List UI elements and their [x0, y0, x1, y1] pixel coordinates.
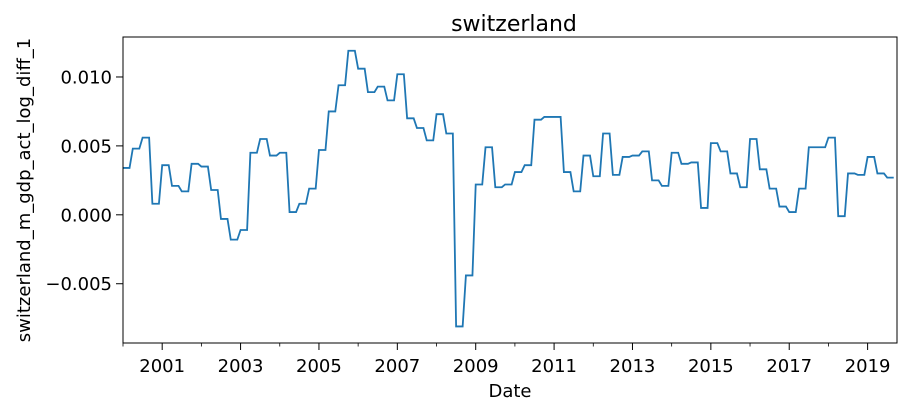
x-tick-label: 2019	[845, 356, 891, 377]
x-tick-label: 2003	[218, 356, 264, 377]
x-axis: 2001 2003 2005 2007 2009 2011 2013 2015 2017 2019	[122, 343, 891, 377]
y-axis-label: switzerland_m_gdp_act_log_diff_1	[14, 38, 35, 342]
plot-frame	[122, 36, 898, 344]
y-tick-label: 0.010	[60, 67, 112, 88]
series-line	[123, 49, 894, 328]
x-tick-label: 2005	[296, 356, 342, 377]
x-tick-label: 2013	[610, 356, 656, 377]
y-tick-label: 0.000	[60, 205, 112, 226]
y-tick-label: −0.005	[45, 274, 112, 295]
x-tick-label: 2007	[374, 356, 420, 377]
x-tick-label: 2011	[531, 356, 577, 377]
x-tick-label: 2017	[766, 356, 812, 377]
chart-title: switzerland	[451, 12, 577, 37]
y-tick-label: 0.005	[60, 136, 112, 157]
x-tick-label: 2009	[453, 356, 499, 377]
x-axis-label: Date	[488, 381, 531, 402]
y-axis: 0.010 0.005 0.000 −0.005	[45, 67, 123, 295]
x-tick-label: 2001	[139, 356, 185, 377]
x-tick-label: 2015	[688, 356, 734, 377]
plot-area	[123, 49, 894, 328]
